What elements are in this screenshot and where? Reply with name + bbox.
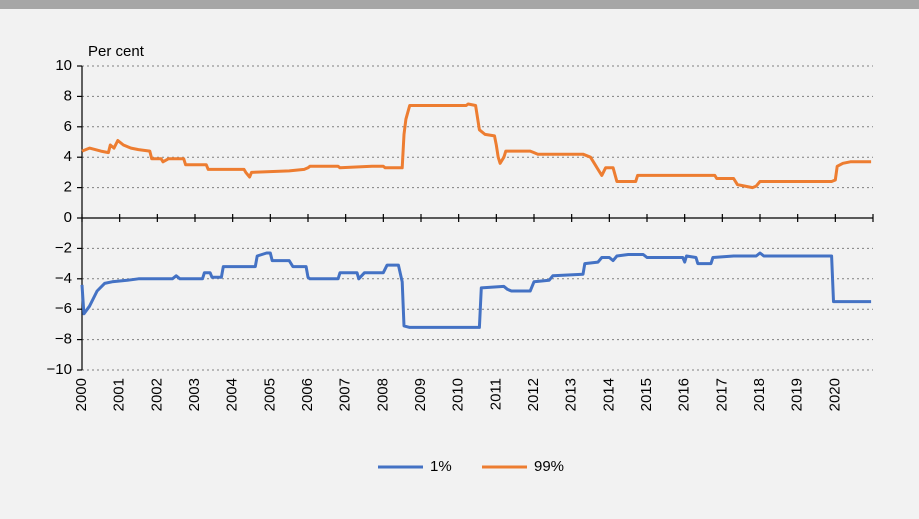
y-tick-label: −8 <box>55 331 72 348</box>
top-band <box>0 0 919 9</box>
series-line <box>81 102 872 190</box>
y-tick-label: 2 <box>64 179 72 196</box>
x-tick-label: 2018 <box>751 378 768 411</box>
y-tick-label: −4 <box>55 270 72 287</box>
y-tick-label: 0 <box>64 209 72 226</box>
x-tick-label: 2003 <box>186 378 203 411</box>
y-tick-label: 6 <box>64 118 72 135</box>
y-tick-label: 10 <box>55 57 72 74</box>
y-tick-label: −2 <box>55 239 72 256</box>
x-tick-label: 2010 <box>450 378 467 411</box>
y-tick-label: 8 <box>64 87 72 104</box>
x-tick-label: 2009 <box>412 378 429 411</box>
x-tick-label: 2002 <box>148 378 165 411</box>
x-tick-label: 2008 <box>374 378 391 411</box>
x-tick-label: 2016 <box>676 378 693 411</box>
x-tick-label: 2005 <box>261 378 278 411</box>
y-tick-label: 4 <box>64 148 72 165</box>
x-tick-label: 2019 <box>789 378 806 411</box>
x-tick-label: 2001 <box>111 378 128 411</box>
x-tick-label: 2020 <box>826 378 843 411</box>
x-tick-label: 2000 <box>73 378 90 411</box>
x-tick-label: 2012 <box>525 378 542 411</box>
x-tick-label: 2006 <box>299 378 316 411</box>
legend-label: 1% <box>430 458 452 475</box>
x-tick-label: 2004 <box>224 378 241 411</box>
y-axis-label: Per cent <box>88 43 145 60</box>
x-tick-label: 2011 <box>487 378 504 410</box>
series-line <box>80 251 872 329</box>
x-tick-label: 2007 <box>337 378 354 411</box>
y-tick-label: −6 <box>55 300 72 317</box>
x-tick-label: 2017 <box>713 378 730 411</box>
x-tick-label: 2015 <box>638 378 655 411</box>
legend-label: 99% <box>534 458 564 475</box>
x-tick-label: 2013 <box>563 378 580 411</box>
x-tick-label: 2014 <box>600 378 617 411</box>
y-tick-label: −10 <box>47 361 72 378</box>
